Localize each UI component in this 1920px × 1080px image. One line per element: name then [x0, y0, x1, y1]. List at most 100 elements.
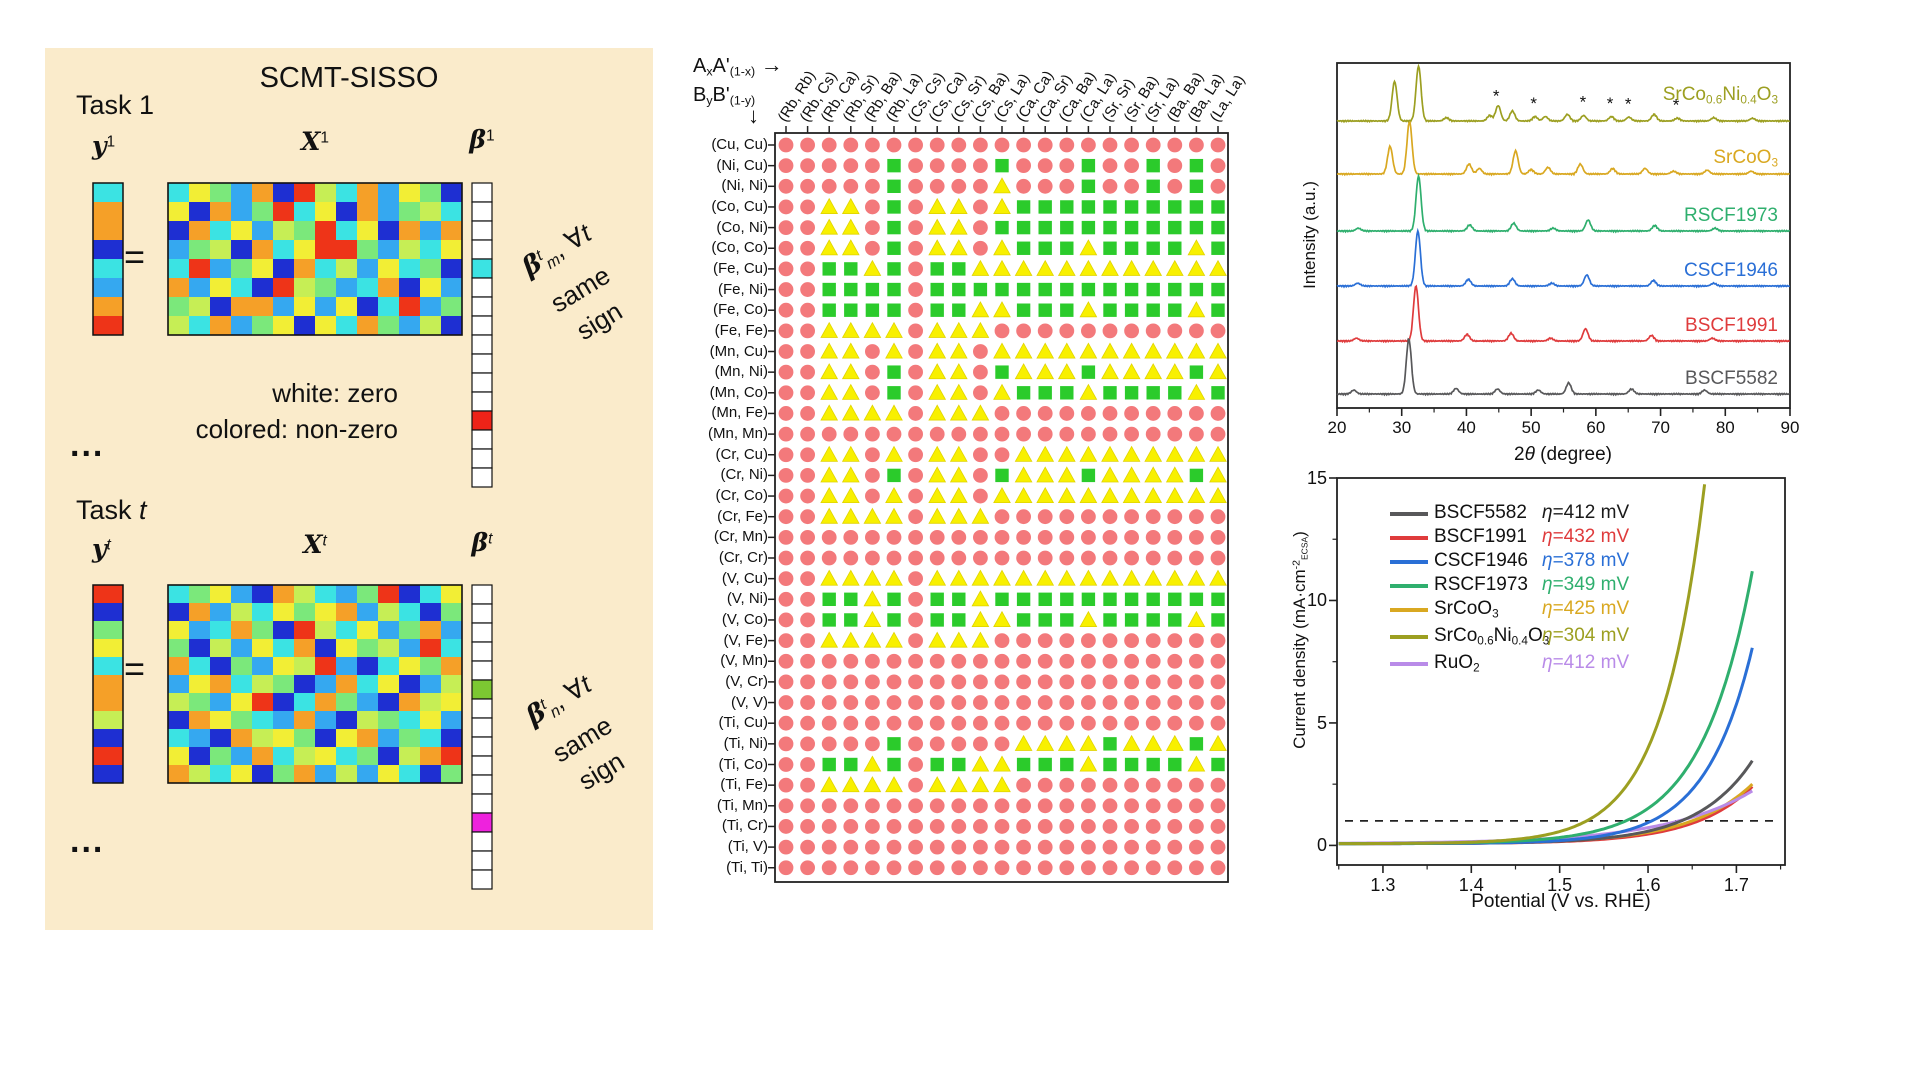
- marker-red-circle: [865, 488, 880, 504]
- marker-red-circle: [929, 158, 945, 174]
- marker-red-circle: [886, 137, 902, 153]
- marker-red-circle: [1102, 509, 1118, 525]
- marker-red-circle: [886, 819, 902, 834]
- marker-red-circle: [1016, 653, 1031, 669]
- marker-red-circle: [1189, 406, 1204, 421]
- marker-green-square: [1081, 179, 1096, 193]
- marker-green-square: [887, 468, 901, 483]
- xrd-xtick-label: 60: [1586, 418, 1606, 437]
- marker-green-square: [973, 282, 988, 297]
- marker-red-circle: [800, 529, 815, 545]
- marker-red-circle: [1059, 798, 1075, 814]
- marker-green-square: [1016, 303, 1031, 317]
- marker-red-circle: [973, 798, 988, 814]
- marker-green-square: [1016, 613, 1031, 627]
- marker-red-circle: [1037, 178, 1053, 194]
- marker-yellow-triangle: [885, 487, 903, 504]
- marker-red-circle: [843, 860, 859, 876]
- marker-red-circle: [973, 839, 988, 855]
- marker-red-circle: [1102, 426, 1118, 442]
- marker-yellow-triangle: [1014, 445, 1033, 462]
- marker-green-square: [844, 757, 858, 772]
- marker-red-circle: [1145, 137, 1161, 153]
- pair-matrix-row-label: (Cr, Cu): [715, 445, 769, 463]
- marker-green-square: [1081, 158, 1096, 173]
- marker-red-circle: [800, 777, 815, 793]
- pair-matrix-row-label: (Ti, Ni): [723, 734, 768, 752]
- xrd-trace-label-SrCoO3: SrCoO3: [1713, 147, 1778, 170]
- marker-green-square: [822, 303, 836, 317]
- marker-yellow-triangle: [949, 218, 968, 235]
- marker-red-circle: [951, 529, 967, 545]
- marker-yellow-triangle: [1036, 259, 1055, 276]
- marker-red-circle: [1016, 633, 1031, 648]
- marker-red-circle: [1102, 695, 1118, 710]
- marker-red-circle: [843, 653, 859, 669]
- marker-yellow-triangle: [971, 301, 990, 318]
- marker-red-circle: [1189, 633, 1204, 648]
- legend-label-BSCF5582: BSCF5582: [1434, 502, 1527, 523]
- xrd-trace-label-CSCF1946: CSCF1946: [1684, 260, 1778, 281]
- lsv-curve-BSCF1991: [1338, 785, 1754, 846]
- marker-red-circle: [1016, 695, 1031, 710]
- marker-red-circle: [865, 447, 880, 463]
- marker-red-circle: [994, 695, 1010, 710]
- marker-red-circle: [778, 488, 794, 504]
- pair-matrix-row-label: (Ti, Cr): [721, 817, 768, 835]
- pair-matrix-row-label: (Cr, Fe): [717, 507, 768, 525]
- xrd-xtick-label: 30: [1392, 418, 1412, 437]
- marker-red-circle: [908, 653, 923, 669]
- marker-red-circle: [1210, 695, 1226, 710]
- pair-matrix-row-label: (Ni, Cu): [716, 156, 768, 174]
- marker-red-circle: [1102, 158, 1118, 174]
- marker-green-square: [1124, 613, 1139, 627]
- marker-green-square: [822, 613, 836, 627]
- marker-red-circle: [973, 736, 988, 752]
- marker-red-circle: [821, 839, 837, 855]
- marker-yellow-triangle: [1079, 610, 1098, 627]
- marker-yellow-triangle: [1101, 466, 1119, 483]
- pair-matrix-row-label: (Mn, Cu): [709, 342, 768, 360]
- marker-yellow-triangle: [971, 610, 990, 627]
- marker-red-circle: [1124, 819, 1139, 834]
- marker-red-circle: [800, 158, 815, 174]
- marker-yellow-triangle: [863, 590, 882, 607]
- marker-green-square: [1168, 613, 1182, 627]
- marker-red-circle: [778, 550, 794, 566]
- marker-yellow-triangle: [1014, 466, 1033, 483]
- marker-red-circle: [929, 819, 945, 834]
- marker-green-square: [995, 282, 1009, 297]
- marker-green-square: [1038, 220, 1052, 235]
- marker-red-circle: [951, 736, 967, 752]
- marker-red-circle: [1016, 550, 1031, 566]
- marker-red-circle: [973, 715, 988, 731]
- marker-green-square: [1124, 592, 1139, 606]
- marker-green-square: [844, 262, 858, 276]
- marker-green-square: [887, 220, 901, 235]
- lsv-xtick-label: 1.5: [1547, 875, 1573, 895]
- marker-red-circle: [843, 426, 859, 442]
- marker-green-square: [1189, 200, 1204, 214]
- marker-green-square: [887, 282, 901, 297]
- arrow-right-icon: →: [760, 52, 783, 77]
- marker-yellow-triangle: [1187, 259, 1206, 276]
- marker-red-circle: [1167, 137, 1183, 153]
- marker-green-square: [952, 757, 966, 772]
- marker-yellow-triangle: [820, 404, 839, 421]
- marker-red-circle: [778, 591, 794, 607]
- marker-red-circle: [865, 798, 880, 814]
- marker-red-circle: [800, 819, 815, 834]
- marker-red-circle: [1210, 323, 1226, 339]
- marker-red-circle: [908, 220, 923, 236]
- marker-red-circle: [821, 178, 837, 194]
- marker-red-circle: [1210, 633, 1226, 648]
- marker-red-circle: [1016, 158, 1031, 174]
- marker-yellow-triangle: [1122, 445, 1141, 462]
- marker-green-square: [865, 282, 880, 297]
- marker-yellow-triangle: [1144, 259, 1163, 276]
- marker-yellow-triangle: [1036, 487, 1055, 504]
- xt-label: Xt: [303, 530, 327, 559]
- marker-red-circle: [886, 715, 902, 731]
- marker-red-circle: [1210, 860, 1226, 876]
- marker-red-circle: [800, 674, 815, 690]
